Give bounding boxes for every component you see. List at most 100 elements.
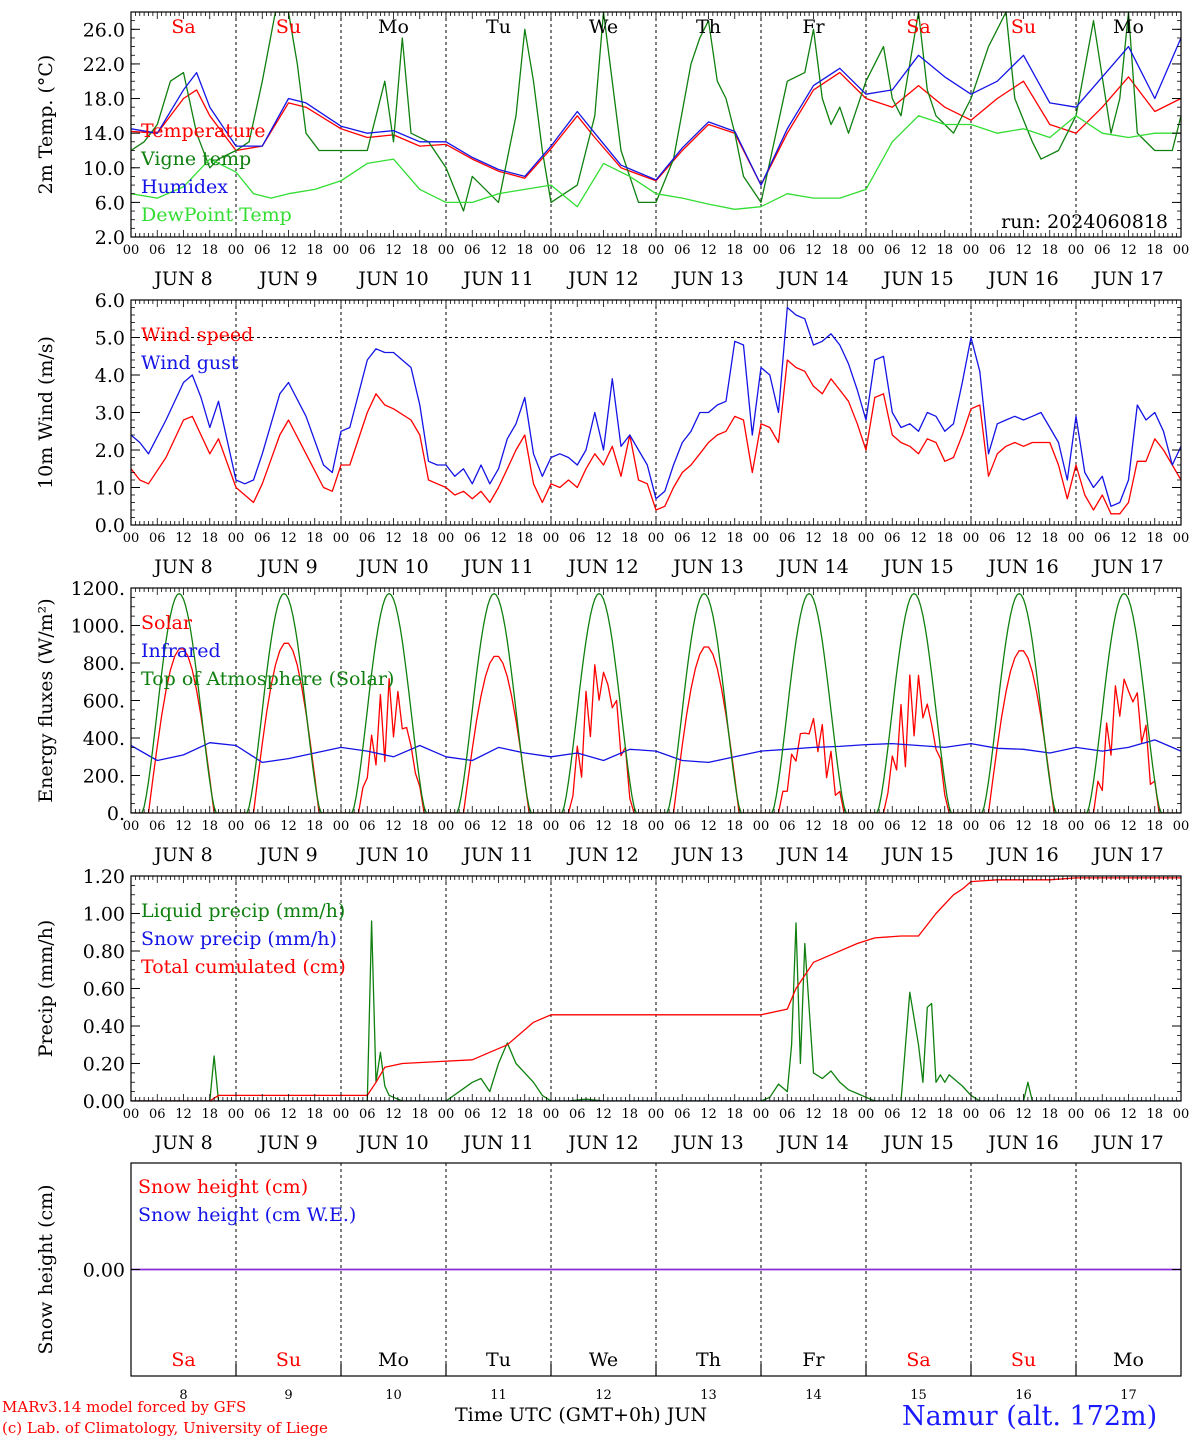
panel-4-hour-label: 06 <box>569 1107 586 1122</box>
panel-3-hour-label: 12 <box>700 819 717 834</box>
top-day-label: Su <box>1011 16 1036 38</box>
panel-3-hour-label: 12 <box>490 819 507 834</box>
panel-5-day-number: 13 <box>700 1388 717 1403</box>
panel-5-day-number: 12 <box>595 1388 612 1403</box>
panel-2-hour-label: 12 <box>700 531 717 546</box>
panel-1-y-axis-label: 2m Temp. (°C) <box>35 55 57 195</box>
panel-2-hour-label: 12 <box>175 531 192 546</box>
panel-1-series-vigne-temp <box>131 12 1181 212</box>
panel-2-hour-label: 00 <box>438 531 455 546</box>
series-layer <box>131 12 1181 1271</box>
panel-3-hour-label: 06 <box>1094 819 1111 834</box>
panel-2-hour-label: 18 <box>1041 531 1058 546</box>
panel-4-hour-label: 00 <box>648 1107 665 1122</box>
panel-4-series-group <box>131 877 1181 1101</box>
panel-2-hour-label: 06 <box>464 531 481 546</box>
panel-1-date-label: JUN 14 <box>776 268 848 290</box>
panel-1-date-label: JUN 15 <box>881 268 953 290</box>
panel-1-hour-label: 12 <box>490 243 507 258</box>
panel-2-hour-label: 00 <box>1173 531 1190 546</box>
panel-4-hour-label: 00 <box>753 1107 770 1122</box>
panel-4-date-label: JUN 14 <box>776 1132 848 1154</box>
panel-3-hour-label: 18 <box>1146 819 1163 834</box>
panel-1-hour-label: 06 <box>674 243 691 258</box>
panel-4-series-liquid-precip-mm-h <box>131 920 1181 1101</box>
panel-2-hour-label: 06 <box>569 531 586 546</box>
panel-3-hour-label: 06 <box>569 819 586 834</box>
panel-4-hour-label: 12 <box>1120 1107 1137 1122</box>
panel-1-date-label: JUN 11 <box>461 268 533 290</box>
panel-4-date-label: JUN 10 <box>356 1132 428 1154</box>
panel-4-hour-label: 00 <box>543 1107 560 1122</box>
panel-5-day-label: We <box>589 1349 618 1371</box>
panel-1-date-label: JUN 16 <box>986 268 1058 290</box>
panel-3-hour-label: 00 <box>858 819 875 834</box>
panel-2-hour-label: 00 <box>228 531 245 546</box>
panel-2-y-tick-label: 2.0 <box>95 440 125 462</box>
panel-3-frame <box>130 587 1182 814</box>
panel-3-hour-label: 12 <box>595 819 612 834</box>
panel-1-series-humidex <box>131 37 1181 186</box>
panel-5-day-label: Sa <box>906 1349 930 1371</box>
panel-4-hour-label: 12 <box>595 1107 612 1122</box>
panel-4-hour-label: 18 <box>831 1107 848 1122</box>
panel-1-legend-humidex: Humidex <box>141 176 228 198</box>
panel-1-hour-label: 18 <box>1041 243 1058 258</box>
panel-3-y-tick-label: 0. <box>107 803 125 825</box>
panel-2-hour-label: 06 <box>1094 531 1111 546</box>
panel-1-hour-label: 00 <box>1173 243 1190 258</box>
panel-4-hour-label: 00 <box>438 1107 455 1122</box>
panel-1-y-tick-label: 14.0 <box>83 123 125 145</box>
panel-2-hour-label: 18 <box>726 531 743 546</box>
panel-2-date-label: JUN 8 <box>152 556 212 578</box>
panel-1-hour-label: 18 <box>621 243 638 258</box>
panel-1-y-tick-label: 2.0 <box>95 227 125 249</box>
panel-1-hour-label: 00 <box>333 243 350 258</box>
panel-2-date-label: JUN 10 <box>356 556 428 578</box>
panel-5-day-label: Sa <box>171 1349 195 1371</box>
panel-2-hour-label: 06 <box>359 531 376 546</box>
panel-4-hour-label: 00 <box>1068 1107 1085 1122</box>
panel-2-hour-label: 00 <box>1068 531 1085 546</box>
panel-1-series-dewpoint-temp <box>131 115 1181 210</box>
panel-4-hour-label: 18 <box>726 1107 743 1122</box>
panel-1-hour-label: 06 <box>1094 243 1111 258</box>
panel-2-y-tick-label: 0.0 <box>95 515 125 537</box>
panel-2-hour-label: 12 <box>1015 531 1032 546</box>
panel-3-date-label: JUN 14 <box>776 844 848 866</box>
panel-2-hour-label: 00 <box>858 531 875 546</box>
panel-1-hour-label: 12 <box>805 243 822 258</box>
station-name: Namur (alt. 172m) <box>902 1401 1158 1432</box>
panel-4-date-label: JUN 11 <box>461 1132 533 1154</box>
panel-3-hour-label: 06 <box>884 819 901 834</box>
panel-4-y-tick-label: 0.20 <box>83 1054 125 1076</box>
panel-3-date-label: JUN 8 <box>152 844 212 866</box>
panel-3-date-label: JUN 15 <box>881 844 953 866</box>
panel-4-hour-label: 12 <box>385 1107 402 1122</box>
panel-2-hour-label: 12 <box>1120 531 1137 546</box>
panel-5-day-number: 14 <box>805 1388 822 1403</box>
panel-1-hour-label: 12 <box>175 243 192 258</box>
panel-3-hour-label: 12 <box>805 819 822 834</box>
panel-1-y-tick-label: 22.0 <box>83 54 125 76</box>
panel-3-hour-label: 12 <box>280 819 297 834</box>
panel-4-hour-label: 12 <box>490 1107 507 1122</box>
panel-2-y-tick-label: 6.0 <box>95 290 125 312</box>
panel-3-legend-solar: Solar <box>141 612 193 634</box>
panel-3-hour-label: 18 <box>516 819 533 834</box>
top-day-label: Mo <box>1113 16 1144 38</box>
panel-1-hour-label: 00 <box>753 243 770 258</box>
top-day-label: Mo <box>378 16 409 38</box>
panel-5-day-number: 11 <box>490 1388 507 1403</box>
panel-5-day-number: 8 <box>179 1388 187 1403</box>
panel-2-hour-label: 06 <box>989 531 1006 546</box>
text-layer: 00 06 12 18 00 06 12 18 00 06 12 18 00 06 12 18 00 06 12 18… <box>35 16 1189 1403</box>
panel-3-y-tick-label: 600. <box>83 691 125 713</box>
panel-5-y-tick-label: 0.00 <box>83 1260 125 1282</box>
panel-3-date-label: JUN 13 <box>671 844 743 866</box>
panel-2-hour-label: 18 <box>831 531 848 546</box>
panel-2-hour-label: 18 <box>1146 531 1163 546</box>
lab-credit-line: (c) Lab. of Climatology, University of L… <box>2 1419 328 1437</box>
panel-4-hour-label: 12 <box>1015 1107 1032 1122</box>
